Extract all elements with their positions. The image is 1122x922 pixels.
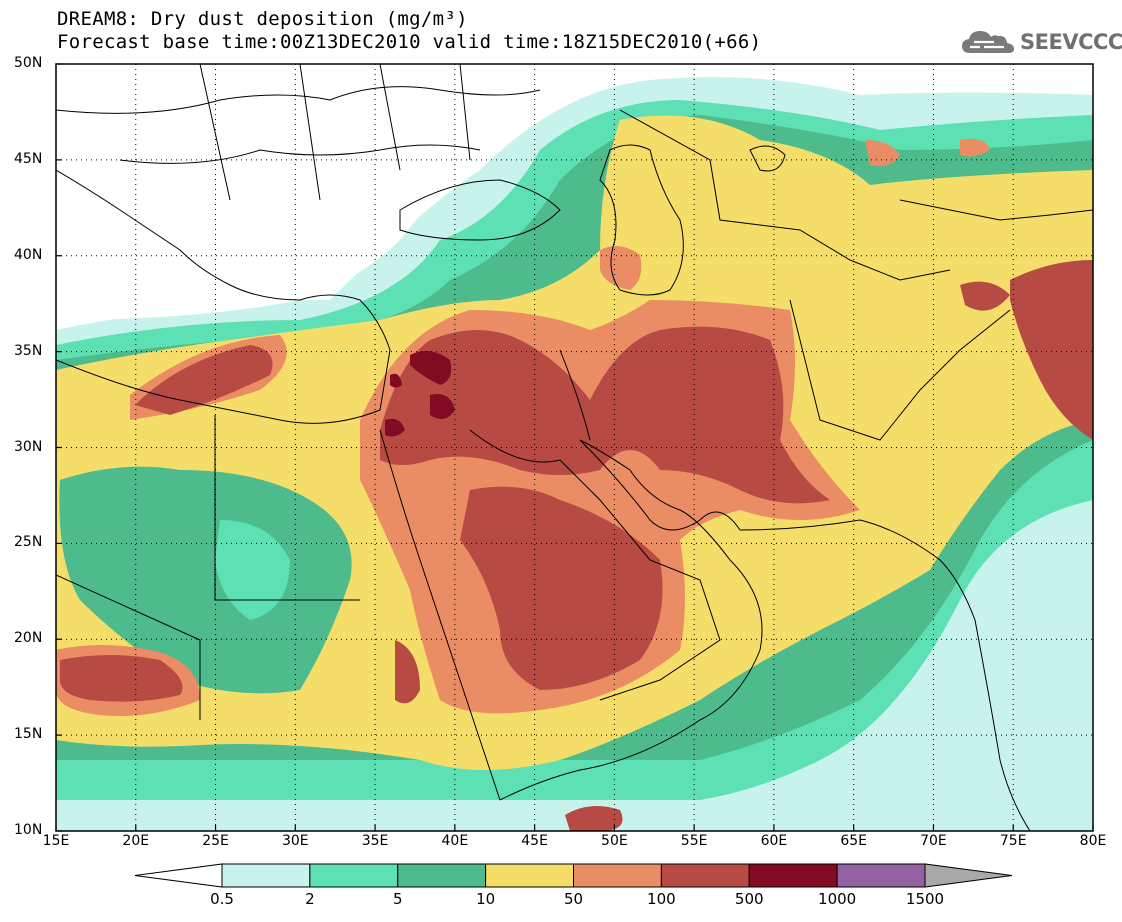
colorbar-level-label: 2: [305, 890, 315, 908]
contour-level-500: [385, 351, 455, 437]
coastline-india: [974, 619, 1031, 831]
axis-ticks: [55, 63, 1094, 832]
border-egypt-libya: [214, 415, 360, 601]
lat-tick-label: 20N: [14, 630, 43, 647]
cloud-icon: [962, 31, 1014, 53]
lon-tick-label: 35E: [361, 833, 389, 849]
colorbar-level-label: 50: [563, 890, 584, 908]
lat-tick-label: 10N: [14, 822, 43, 838]
colorbar-segment: [309, 863, 399, 888]
lon-tick-label: 60E: [760, 833, 788, 849]
contour-caspian-orange: [600, 138, 990, 290]
lon-tick-label: 45E: [521, 833, 548, 849]
contour-level-100: [60, 326, 830, 704]
colorbar-segment: [748, 863, 838, 888]
contour-green-sahara-inner: [215, 520, 290, 620]
lat-tick-label: 40N: [14, 246, 43, 263]
lat-tick-label: 35N: [14, 342, 43, 359]
contour-green-sahara: [59, 466, 352, 694]
colorbar-level-label: 0.5: [210, 890, 234, 908]
lon-tick-label: 75E: [999, 833, 1027, 849]
lon-tick-label: 65E: [840, 833, 868, 849]
border-europe-2: [119, 144, 481, 164]
map-subtitle: Forecast base time:00Z13DEC2010 valid ti…: [57, 31, 762, 53]
coastline-red-sea: [379, 429, 501, 801]
lat-tick-label: 45N: [14, 150, 43, 167]
lon-tick-label: 25E: [202, 833, 229, 849]
map-title: DREAM8: Dry dust deposition (mg/m³): [57, 8, 468, 30]
dust-field: [56, 64, 1093, 831]
lon-tick-label: 20E: [122, 833, 150, 849]
border-iran-iraq: [559, 349, 591, 441]
colorbar-segment: [221, 863, 311, 888]
seevccc-logo: SEEVCCC: [960, 24, 1122, 60]
border-afghanistan: [789, 299, 1011, 441]
coastline-caspian: [599, 144, 684, 296]
lon-tick-label: 15E: [42, 833, 70, 849]
border-europe-1: [56, 86, 541, 114]
colorbar-segment: [397, 863, 487, 888]
coastline-black-sea: [399, 179, 561, 241]
coastline-persian-gulf: [579, 439, 741, 531]
coastline-iran-pakistan: [739, 519, 976, 621]
logo-text: SEEVCCC: [1020, 30, 1122, 54]
border-east: [899, 199, 1093, 221]
colorbar-segment: [836, 863, 926, 888]
lon-tick-label: 50E: [601, 833, 628, 849]
contour-somalia-red: [565, 806, 623, 831]
coastlines: [56, 64, 1093, 831]
lon-tick-label: 40E: [441, 833, 469, 849]
lat-tick-label: 15N: [14, 726, 43, 743]
lat-tick-label: 30N: [14, 438, 43, 455]
colorbar-level-label: 1500: [905, 890, 945, 908]
border-central-asia: [619, 109, 951, 281]
colorbar-level-label: 1000: [818, 890, 857, 908]
contour-east-yellow: [980, 317, 1010, 352]
contour-east-red: [960, 260, 1093, 440]
lon-tick-label: 70E: [920, 833, 947, 849]
colorbar-segment: [660, 863, 750, 888]
colorbar-segment: [573, 863, 662, 888]
colorbar-under-triangle: [134, 863, 223, 888]
colorbar-level-label: 500: [734, 890, 764, 908]
lon-tick-label: 80E: [1079, 833, 1107, 849]
colorbar: [134, 863, 1013, 888]
lon-tick-label: 30E: [281, 833, 309, 849]
colorbar-segment: [485, 863, 574, 888]
lat-tick-label: 50N: [14, 55, 43, 71]
colorbar-level-label: 10: [476, 890, 496, 908]
coastline-mediterranean: [56, 169, 391, 424]
border-sahara-west: [56, 574, 201, 720]
border-arabia-interior: [469, 429, 721, 701]
lat-tick-label: 25N: [14, 534, 43, 551]
lon-tick-label: 55E: [680, 833, 708, 849]
coastline-arabia: [499, 439, 763, 801]
coastline-aral: [749, 145, 786, 172]
colorbar-over-triangle: [924, 863, 1013, 888]
border-europe-3: [199, 64, 471, 201]
colorbar-level-label: 100: [647, 890, 676, 908]
colorbar-level-label: 5: [392, 890, 403, 908]
